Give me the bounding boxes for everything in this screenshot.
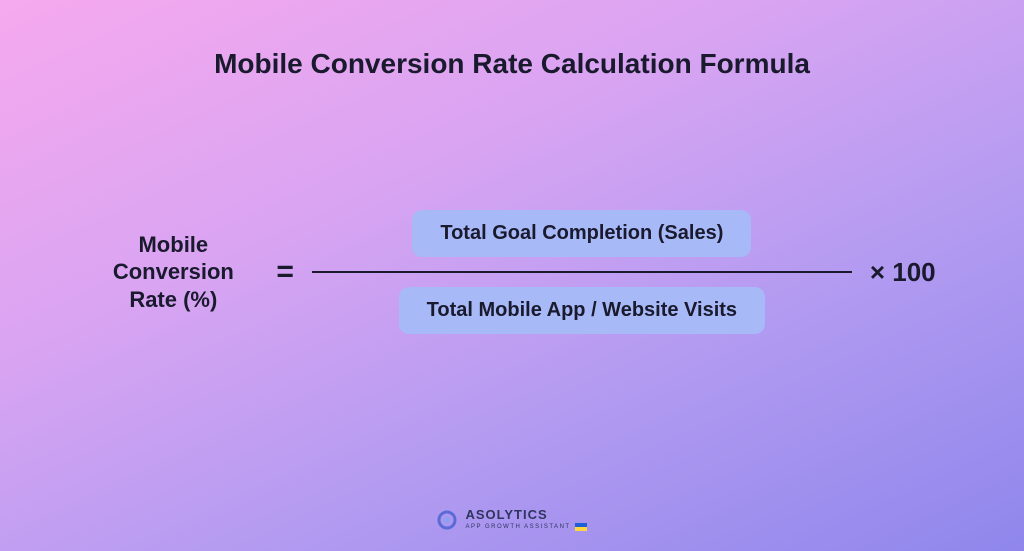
fraction: Total Goal Completion (Sales) Total Mobi… xyxy=(312,210,852,334)
flag-icon xyxy=(575,523,587,531)
multiply-text: × 100 xyxy=(870,257,936,288)
brand-text-block: ASOLYTICS APP GROWTH ASSISTANT xyxy=(465,508,586,531)
numerator-pill: Total Goal Completion (Sales) xyxy=(412,210,751,257)
lhs-line: Rate (%) xyxy=(88,286,258,314)
equals-sign: = xyxy=(276,255,294,289)
page-title: Mobile Conversion Rate Calculation Formu… xyxy=(0,48,1024,80)
formula-lhs: Mobile Conversion Rate (%) xyxy=(88,231,258,314)
denominator-pill: Total Mobile App / Website Visits xyxy=(399,287,765,334)
formula-container: Mobile Conversion Rate (%) = Total Goal … xyxy=(60,210,964,334)
lhs-line: Mobile xyxy=(88,231,258,259)
brand-name: ASOLYTICS xyxy=(465,508,586,521)
lhs-line: Conversion xyxy=(88,258,258,286)
brand-footer: ASOLYTICS APP GROWTH ASSISTANT xyxy=(0,508,1024,531)
brand-logo-icon xyxy=(437,510,457,530)
brand-tagline-row: APP GROWTH ASSISTANT xyxy=(465,523,586,531)
brand-tagline: APP GROWTH ASSISTANT xyxy=(465,524,570,530)
fraction-line xyxy=(312,271,852,273)
